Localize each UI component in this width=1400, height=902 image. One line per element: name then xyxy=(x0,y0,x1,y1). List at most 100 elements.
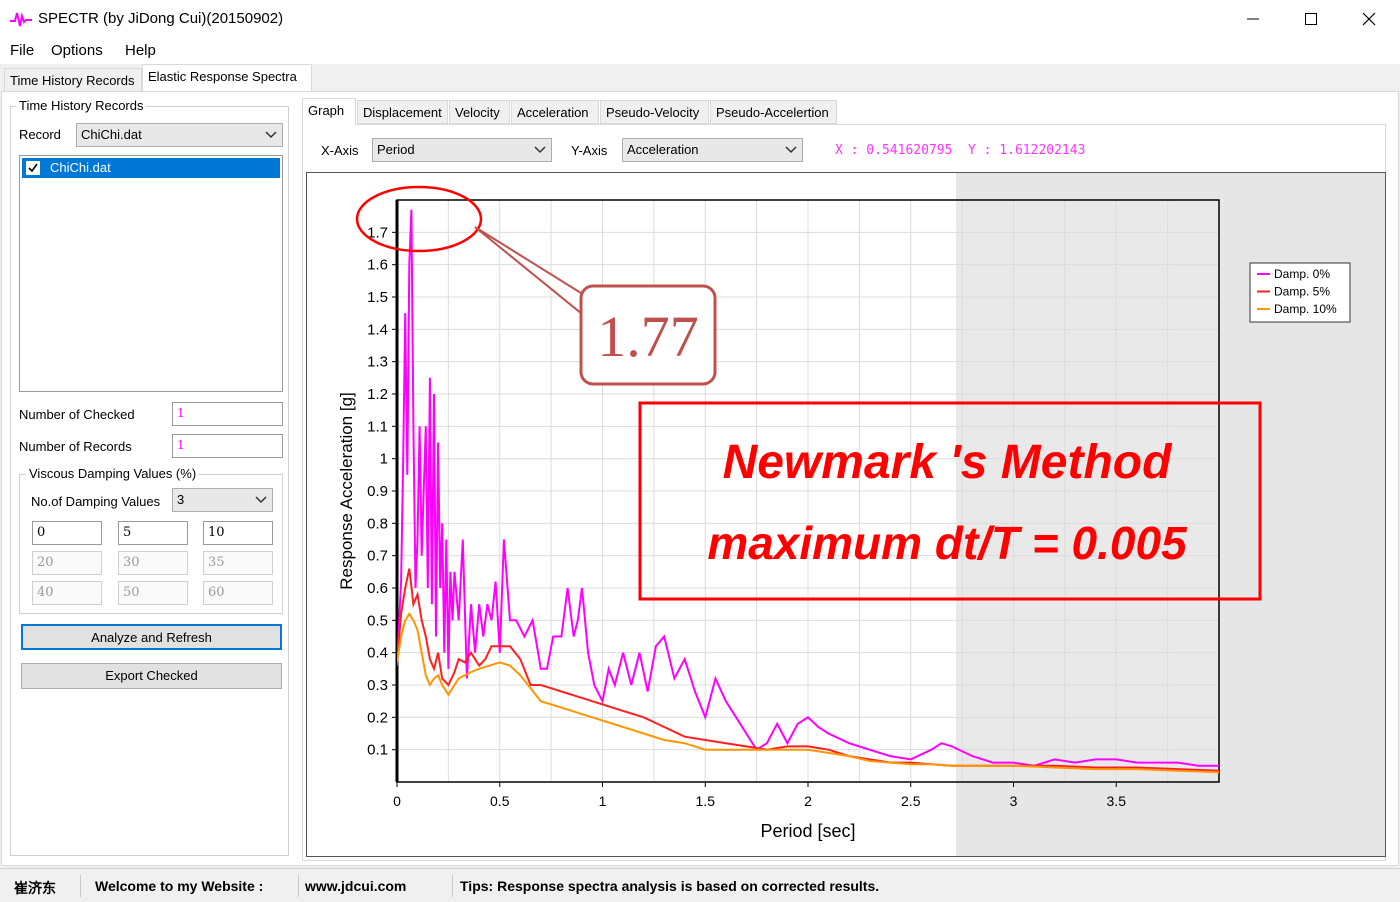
y-tick-label: 1.1 xyxy=(367,418,388,435)
y-tick-label: 1.6 xyxy=(367,257,388,274)
y-tick-label: 0.5 xyxy=(367,612,388,629)
legend: Damp. 0% Damp. 5% Damp. 10% xyxy=(1249,262,1351,323)
export-checked-button[interactable]: Export Checked xyxy=(21,663,282,689)
x-tick-label: 3 xyxy=(1010,793,1018,809)
num-damping-value: 3 xyxy=(177,492,185,507)
method-line-2: maximum dt/T = 0.005 xyxy=(707,517,1188,569)
status-tips: Tips: Response spectra analysis is based… xyxy=(460,878,880,894)
y-axis-label: Y-Axis xyxy=(571,143,608,158)
x-axis-label: X-Axis xyxy=(321,143,359,158)
close-button[interactable] xyxy=(1340,0,1398,38)
status-author: 崔济东 xyxy=(14,881,56,897)
y-coordinate-readout: Y : 1.612202143 xyxy=(968,143,1086,158)
status-divider xyxy=(80,875,81,897)
y-tick-label: 0.3 xyxy=(367,677,388,694)
y-tick-label: 1.4 xyxy=(367,321,388,338)
waveform-icon xyxy=(10,12,32,27)
time-history-group-title: Time History Records xyxy=(16,98,147,113)
damping-field-3[interactable]: 10 xyxy=(203,521,273,545)
status-website[interactable]: www.jdcui.com xyxy=(305,878,407,894)
tab-acceleration[interactable]: Acceleration xyxy=(511,100,599,124)
plot-frame: 0 0.5 1 1.5 2 2.5 3 3.5 0.1 0.2 0.3 0.4 0.5 0.6 0.7 0.8… xyxy=(306,172,1386,857)
x-coordinate-readout: X : 0.541620795 xyxy=(835,143,953,158)
damping-field-4: 20 xyxy=(32,551,102,575)
num-records-label: Number of Records xyxy=(19,439,132,454)
tab-velocity[interactable]: Velocity xyxy=(449,100,510,124)
num-damping-label: No.of Damping Values xyxy=(31,494,161,509)
tab-elastic-response-spectra[interactable]: Elastic Response Spectra xyxy=(142,64,312,92)
list-item[interactable]: ChiChi.dat xyxy=(22,158,280,178)
y-tick-label: 1.2 xyxy=(367,386,388,403)
num-records-field[interactable]: 1 xyxy=(172,434,283,458)
menu-bar: File Options Help xyxy=(0,38,1400,64)
x-axis-select[interactable]: Period xyxy=(372,138,552,162)
y-axis-value: Acceleration xyxy=(627,142,699,157)
damping-field-7: 40 xyxy=(32,581,102,605)
y-tick-label: 0.6 xyxy=(367,580,388,597)
num-damping-select[interactable]: 3 xyxy=(172,488,273,512)
legend-entry: Damp. 10% xyxy=(1274,302,1337,316)
legend-entry: Damp. 0% xyxy=(1274,267,1330,281)
series-damp-0 xyxy=(397,209,1219,767)
menu-file[interactable]: File xyxy=(10,42,35,59)
record-label: Record xyxy=(19,127,61,142)
close-icon xyxy=(1362,12,1376,26)
num-checked-field[interactable]: 1 xyxy=(172,402,283,426)
menu-options[interactable]: Options xyxy=(51,42,103,59)
peak-highlight-ellipse xyxy=(355,185,483,253)
records-list[interactable]: ChiChi.dat xyxy=(19,155,283,392)
tab-pseudo-velocity[interactable]: Pseudo-Velocity xyxy=(600,100,709,124)
x-axis-title: Period [sec] xyxy=(760,821,855,841)
tab-pseudo-accelertion[interactable]: Pseudo-Accelertion xyxy=(710,100,837,124)
callout-value: 1.77 xyxy=(597,304,699,369)
window-title: SPECTR (by JiDong Cui)(20150902) xyxy=(38,10,284,27)
chevron-down-icon xyxy=(265,131,277,139)
record-select-value: ChiChi.dat xyxy=(81,127,142,142)
x-tick-label: 3.5 xyxy=(1107,793,1127,809)
x-tick-label: 0 xyxy=(393,793,401,809)
tab-graph[interactable]: Graph xyxy=(302,98,356,126)
damping-field-8: 50 xyxy=(118,581,188,605)
menu-help[interactable]: Help xyxy=(125,42,156,59)
tab-time-history-records[interactable]: Time History Records xyxy=(4,68,142,92)
status-bar: 崔济东 Welcome to my Website : www.jdcui.co… xyxy=(0,868,1400,902)
status-divider xyxy=(298,875,299,897)
y-tick-label: 0.8 xyxy=(367,515,388,532)
y-tick-label: 0.7 xyxy=(367,548,388,565)
damping-group-title: Viscous Damping Values (%) xyxy=(26,466,200,481)
x-tick-label: 0.5 xyxy=(490,793,510,809)
tab-displacement[interactable]: Displacement xyxy=(357,100,448,124)
main-tab-strip: Time History Records Elastic Response Sp… xyxy=(0,64,1400,92)
method-box xyxy=(638,401,1262,601)
x-tick-label: 1.5 xyxy=(696,793,716,809)
x-tick-label: 1 xyxy=(599,793,607,809)
chevron-down-icon xyxy=(255,496,267,504)
maximize-button[interactable] xyxy=(1282,0,1340,38)
x-tick-label: 2 xyxy=(804,793,812,809)
num-checked-label: Number of Checked xyxy=(19,407,135,422)
y-axis-title: Response Acceleration [g] xyxy=(337,392,356,590)
record-select[interactable]: ChiChi.dat xyxy=(76,123,283,147)
x-axis-value: Period xyxy=(377,142,415,157)
record-checkbox[interactable] xyxy=(26,161,40,175)
title-bar: SPECTR (by JiDong Cui)(20150902) xyxy=(0,0,1400,38)
series-damp-10 xyxy=(397,612,1219,774)
y-tick-label: 0.2 xyxy=(367,709,388,726)
y-tick-label: 0.9 xyxy=(367,483,388,500)
damping-field-5: 30 xyxy=(118,551,188,575)
y-axis-select[interactable]: Acceleration xyxy=(622,138,803,162)
damping-field-2[interactable]: 5 xyxy=(118,521,188,545)
damping-field-1[interactable]: 0 xyxy=(32,521,102,545)
y-tick-label: 0.1 xyxy=(367,742,388,759)
minimize-icon xyxy=(1247,18,1259,20)
time-history-group xyxy=(10,106,289,856)
y-tick-label: 0.4 xyxy=(367,645,388,662)
analyze-refresh-button[interactable]: Analyze and Refresh xyxy=(21,624,282,650)
y-tick-label: 1.3 xyxy=(367,354,388,371)
chevron-down-icon xyxy=(785,146,797,154)
minimize-button[interactable] xyxy=(1224,0,1282,38)
damping-field-6: 35 xyxy=(203,551,273,575)
legend-entry: Damp. 5% xyxy=(1274,285,1330,299)
method-line-1: Newmark 's Method xyxy=(723,436,1174,489)
